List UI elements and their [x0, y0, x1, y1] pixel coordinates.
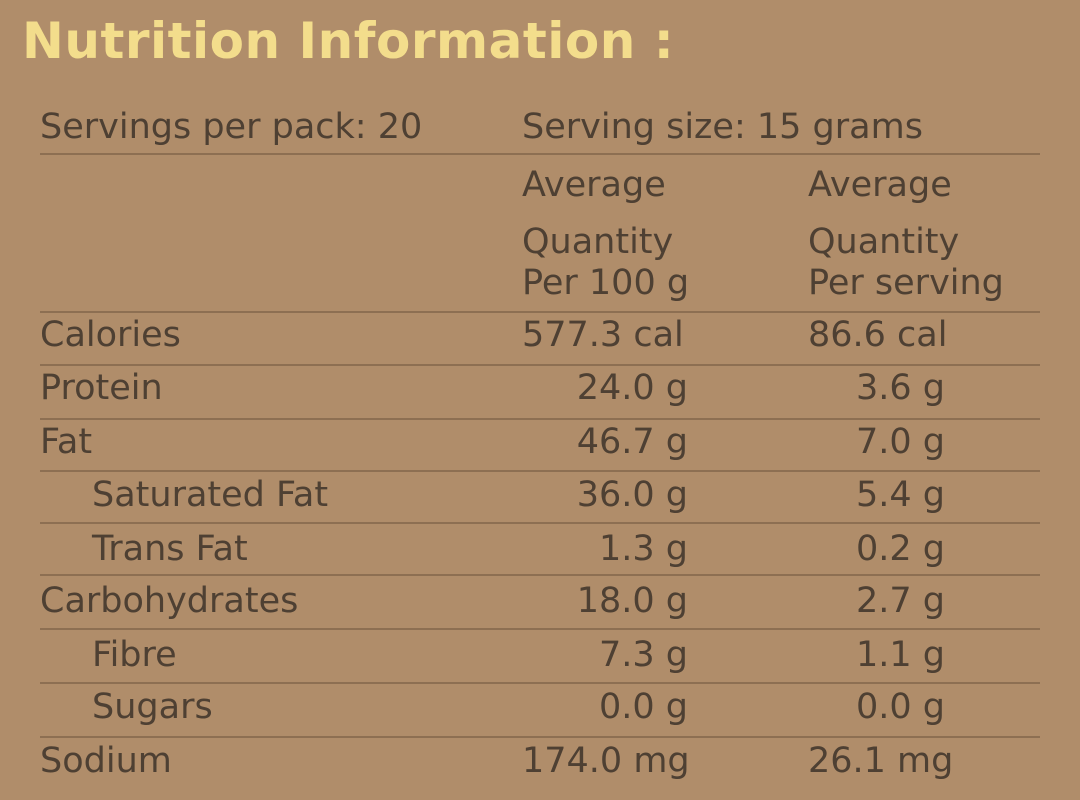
- row-label-trans-fat: Trans Fat: [92, 529, 248, 569]
- row-label-fibre: Fibre: [92, 635, 177, 675]
- page-title: Nutrition Information :: [22, 12, 675, 70]
- row-per100-sodium: 174.0 mg: [522, 741, 690, 781]
- divider: [40, 574, 1040, 576]
- row-serving-carbohydrates: 2.7 g: [855, 581, 945, 621]
- header-per100-line3: Per 100 g: [522, 263, 690, 303]
- row-label-sodium: Sodium: [40, 741, 172, 781]
- row-per100-saturated-fat: 36.0 g: [576, 475, 688, 515]
- row-serving-protein: 3.6 g: [855, 368, 945, 408]
- divider: [40, 153, 1040, 155]
- divider: [40, 736, 1040, 738]
- row-per100-protein: 24.0 g: [576, 368, 688, 408]
- row-label-carbohydrates: Carbohydrates: [40, 581, 299, 621]
- row-serving-fat: 7.0 g: [855, 422, 945, 462]
- divider: [40, 364, 1040, 366]
- row-per100-sugars: 0.0 g: [598, 687, 688, 727]
- row-label-protein: Protein: [40, 368, 163, 408]
- row-serving-saturated-fat: 5.4 g: [855, 475, 945, 515]
- divider: [40, 682, 1040, 684]
- divider: [40, 522, 1040, 524]
- divider: [40, 311, 1040, 313]
- row-serving-sodium: 26.1 mg: [808, 741, 954, 781]
- row-label-calories: Calories: [40, 315, 181, 355]
- serving-size: Serving size: 15 grams: [522, 107, 923, 147]
- row-per100-calories: 577.3 cal: [522, 315, 684, 355]
- header-serving-line1: Average: [808, 165, 952, 205]
- divider: [40, 628, 1040, 630]
- row-serving-fibre: 1.1 g: [855, 635, 945, 675]
- header-per100-line1: Average: [522, 165, 666, 205]
- header-per100-line2: Quantity: [522, 222, 674, 262]
- row-per100-trans-fat: 1.3 g: [598, 529, 688, 569]
- row-per100-carbohydrates: 18.0 g: [576, 581, 688, 621]
- row-per100-fibre: 7.3 g: [598, 635, 688, 675]
- header-serving-line3: Per serving: [808, 263, 1004, 303]
- row-serving-calories: 86.6 cal: [808, 315, 948, 355]
- row-serving-trans-fat: 0.2 g: [855, 529, 945, 569]
- row-per100-fat: 46.7 g: [576, 422, 688, 462]
- divider: [40, 470, 1040, 472]
- divider: [40, 418, 1040, 420]
- row-label-saturated-fat: Saturated Fat: [92, 475, 329, 515]
- servings-per-pack: Servings per pack: 20: [40, 107, 423, 147]
- header-serving-line2: Quantity: [808, 222, 960, 262]
- row-serving-sugars: 0.0 g: [855, 687, 945, 727]
- row-label-sugars: Sugars: [92, 687, 213, 727]
- row-label-fat: Fat: [40, 422, 93, 462]
